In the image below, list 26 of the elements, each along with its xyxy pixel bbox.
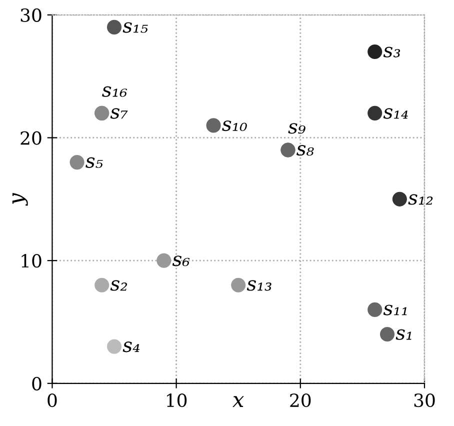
annotation: s₁ bbox=[396, 329, 412, 340]
x-axis-title: x bbox=[232, 396, 244, 407]
x-tick-label: 0 bbox=[48, 393, 57, 408]
annotation: s₃ bbox=[383, 46, 400, 58]
annotation: s₈ bbox=[296, 145, 314, 156]
y-axis-title: y bbox=[12, 193, 28, 206]
annotation: s₂ bbox=[110, 280, 128, 291]
x-tick-label: 30 bbox=[414, 393, 435, 408]
y-tick-label: 10 bbox=[22, 254, 42, 268]
annotation: s₆ bbox=[172, 256, 190, 266]
y-tick-label: 30 bbox=[20, 8, 42, 22]
x-tick-label: 10 bbox=[167, 393, 187, 408]
annotation: s₇ bbox=[110, 108, 128, 119]
x-tick-label: 20 bbox=[290, 393, 311, 408]
annotation: s₁₅ bbox=[122, 22, 148, 33]
annotation: s₁₄ bbox=[383, 108, 408, 119]
annotation: s₁₀ bbox=[222, 120, 247, 132]
annotation: s₁₆ bbox=[102, 86, 128, 97]
annotation: s₉ bbox=[288, 123, 306, 134]
annotation: s₄ bbox=[122, 342, 140, 352]
y-tick-label: 20 bbox=[20, 131, 42, 145]
annotation: s₁₂ bbox=[408, 194, 433, 205]
y-tick-label: 0 bbox=[32, 376, 42, 391]
annotation: s₅ bbox=[86, 157, 103, 168]
annotation: s₁₃ bbox=[246, 280, 272, 291]
annotation: s₁₁ bbox=[383, 304, 407, 316]
